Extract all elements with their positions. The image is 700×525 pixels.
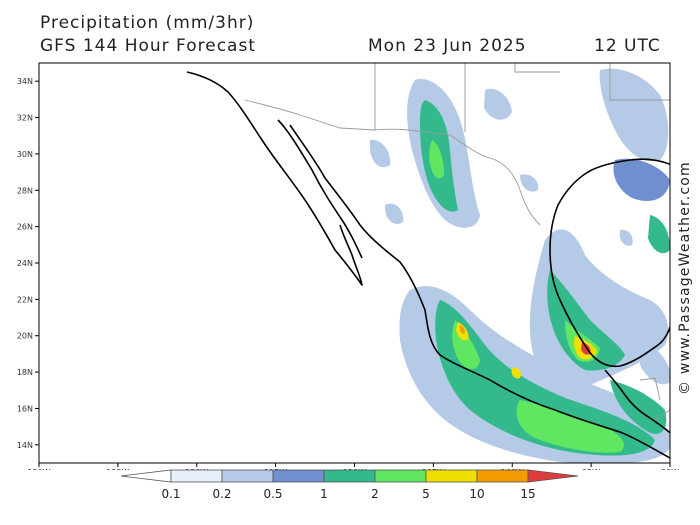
legend-label: 2 (371, 487, 379, 501)
legend-color-box (221, 469, 274, 483)
lon-tick-label: 105W (422, 468, 445, 470)
borders (244, 63, 670, 421)
longitude-axis: 130W 125W 120W 115W 110W 105W 100W 95W 90W (27, 463, 679, 470)
precip-area-florida-green (648, 215, 670, 254)
lat-tick-label: 26N (17, 223, 33, 232)
precip-area-florida (599, 68, 669, 161)
coastline-baja-inner (277, 119, 363, 259)
legend-color-box (272, 469, 325, 483)
lat-tick-label: 24N (17, 259, 33, 268)
legend-color-box (323, 469, 376, 483)
border-states (374, 63, 670, 132)
lon-tick-label: 130W (27, 468, 50, 470)
site-credit: © www.PassageWeather.com (677, 161, 697, 405)
legend-color-box (374, 469, 427, 483)
lon-tick-label: 100W (501, 468, 524, 470)
coastline-pacific-mexico (186, 71, 363, 286)
forecast-label: GFS 144 Hour Forecast (40, 36, 256, 56)
precip-area-pacific (435, 300, 655, 456)
map-title: Precipitation (mm/3hr) (40, 13, 255, 33)
legend-label: 0.1 (161, 487, 180, 501)
legend-arrow-high (527, 469, 579, 483)
coastline-sonora (289, 124, 670, 459)
precipitation-map[interactable]: 14N 16N 18N 20N 22N 24N 26N 28N 30N 32N 34N 130W 12… (0, 0, 700, 470)
precip-area-arizona (484, 88, 512, 120)
latitude-axis: 14N 16N 18N 20N 22N 24N 26N 28N 30N 32N 34N (17, 77, 39, 450)
coastlines (186, 71, 670, 459)
precip-area-sierra-occidental-bright (429, 140, 444, 179)
lon-tick-label: 90W (661, 468, 679, 470)
precip-area-pacific-yellow-2 (511, 367, 521, 379)
precip-area-central-america-light (640, 340, 670, 385)
precip-area-pacific-orange (459, 325, 465, 334)
legend-color-box (170, 469, 223, 483)
precip-area-caribbean (619, 229, 633, 246)
precip-area-pacific-bright-2 (516, 400, 624, 453)
forecast-date: Mon 23 Jun 2025 (368, 36, 527, 56)
lon-tick-label: 120W (185, 468, 208, 470)
legend-label: 1 (320, 487, 328, 501)
coastline-yucatan (604, 369, 670, 434)
lat-tick-label: 16N (17, 404, 33, 413)
lat-tick-label: 18N (17, 368, 33, 377)
border-central-america (639, 377, 670, 421)
precip-area-gulf-green (547, 270, 625, 371)
site-credit-text: © www.PassageWeather.com (677, 161, 693, 395)
lat-tick-label: 32N (17, 114, 33, 123)
legend-arrow-low (120, 469, 172, 483)
legend-color-box (425, 469, 478, 483)
legend-label: 15 (520, 487, 535, 501)
lat-tick-label: 34N (17, 77, 33, 86)
border-us-mexico (244, 99, 541, 226)
legend-label: 0.2 (212, 487, 231, 501)
lat-tick-label: 14N (17, 441, 33, 450)
lat-tick-label: 28N (17, 186, 33, 195)
precip-area-louisiana (613, 158, 670, 201)
legend-label: 5 (422, 487, 430, 501)
lon-tick-label: 95W (582, 468, 600, 470)
lon-tick-label: 125W (106, 468, 129, 470)
coastline-gulf-mexico (549, 158, 670, 368)
precip-area-texas (520, 174, 539, 192)
lat-tick-label: 22N (17, 295, 33, 304)
precip-area-chihuahua (384, 203, 404, 225)
lat-tick-label: 20N (17, 332, 33, 341)
legend-label: 0.5 (263, 487, 282, 501)
lon-tick-label: 110W (343, 468, 366, 470)
legend-color-box (476, 469, 529, 483)
forecast-time: 12 UTC (594, 36, 661, 56)
lat-tick-label: 30N (17, 150, 33, 159)
lon-tick-label: 115W (264, 468, 287, 470)
precip-area-sonora (369, 139, 391, 168)
legend-label: 10 (469, 487, 484, 501)
